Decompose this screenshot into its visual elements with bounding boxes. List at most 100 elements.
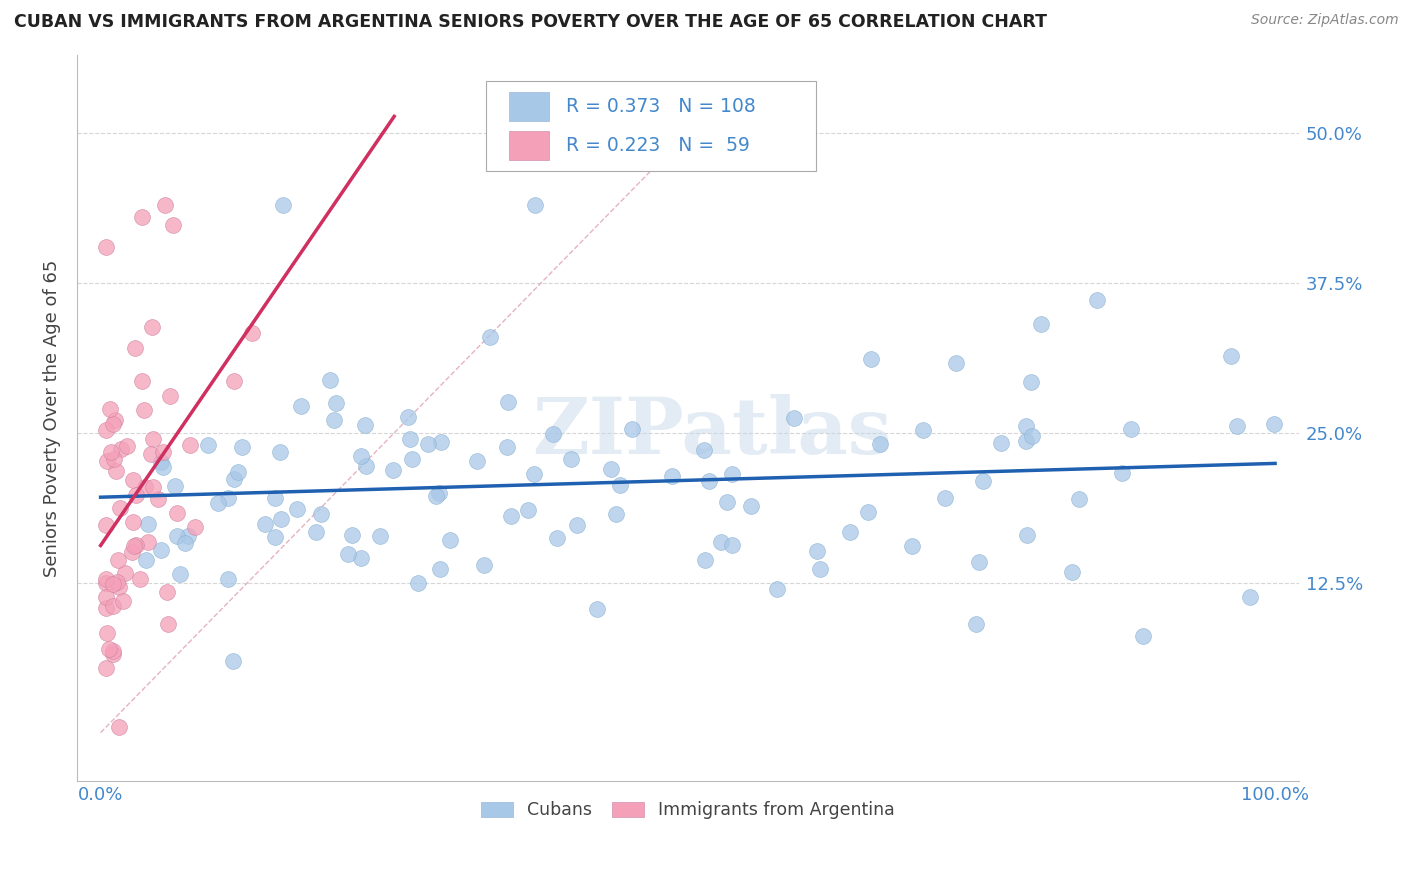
- Point: [499, 508, 522, 523]
- Point: [524, 198, 547, 212]
- Point: [368, 529, 391, 543]
- Point: [197, 438, 219, 452]
- Point: [810, 562, 832, 576]
- Point: [97, 641, 120, 656]
- Point: [135, 553, 157, 567]
- Point: [523, 467, 546, 481]
- Point: [323, 413, 346, 427]
- Point: [96, 517, 118, 532]
- Point: [1219, 349, 1241, 363]
- Point: [858, 505, 880, 519]
- Point: [139, 447, 162, 461]
- Point: [710, 535, 733, 549]
- Point: [427, 485, 450, 500]
- Point: [124, 341, 146, 355]
- Point: [472, 558, 495, 572]
- Point: [605, 508, 627, 522]
- Point: [439, 533, 461, 548]
- Point: [217, 491, 239, 506]
- Point: [156, 585, 179, 599]
- Point: [495, 440, 517, 454]
- Point: [105, 464, 128, 478]
- Point: [1015, 418, 1038, 433]
- Point: [309, 507, 332, 521]
- Point: [121, 545, 143, 559]
- Point: [382, 462, 405, 476]
- Point: [217, 572, 239, 586]
- Point: [103, 577, 125, 591]
- Point: [131, 210, 153, 224]
- Point: [254, 517, 277, 532]
- Point: [96, 423, 118, 437]
- Point: [945, 356, 967, 370]
- Point: [103, 452, 125, 467]
- Point: [129, 573, 152, 587]
- Point: [107, 720, 129, 734]
- Point: [264, 530, 287, 544]
- Point: [114, 566, 136, 581]
- Point: [1021, 429, 1043, 443]
- Point: [692, 443, 714, 458]
- Point: [1029, 318, 1052, 332]
- Point: [934, 491, 956, 505]
- Point: [153, 198, 176, 212]
- Point: [425, 489, 447, 503]
- Point: [122, 473, 145, 487]
- FancyBboxPatch shape: [486, 80, 815, 171]
- Point: [142, 480, 165, 494]
- Point: [107, 553, 129, 567]
- Point: [350, 450, 373, 464]
- Point: [179, 438, 201, 452]
- Point: [1015, 434, 1038, 448]
- Point: [166, 529, 188, 543]
- Point: [174, 536, 197, 550]
- Point: [609, 478, 631, 492]
- Point: [1226, 418, 1249, 433]
- Point: [1015, 528, 1038, 542]
- Point: [125, 538, 148, 552]
- Point: [1239, 590, 1261, 604]
- Point: [408, 576, 430, 591]
- Point: [721, 467, 744, 481]
- Point: [104, 413, 127, 427]
- Point: [399, 432, 422, 446]
- Point: [100, 444, 122, 458]
- Point: [169, 567, 191, 582]
- Point: [325, 396, 347, 410]
- Point: [96, 600, 118, 615]
- Point: [697, 474, 720, 488]
- Point: [131, 374, 153, 388]
- Point: [305, 525, 328, 540]
- Point: [1263, 417, 1285, 431]
- Point: [156, 616, 179, 631]
- Point: [285, 501, 308, 516]
- Point: [336, 547, 359, 561]
- Point: [96, 626, 118, 640]
- Point: [231, 440, 253, 454]
- Point: [342, 528, 364, 542]
- Point: [860, 352, 883, 367]
- Point: [107, 580, 129, 594]
- Point: [146, 492, 169, 507]
- Point: [541, 427, 564, 442]
- Point: [264, 491, 287, 505]
- Point: [1132, 629, 1154, 643]
- Point: [967, 555, 990, 569]
- Point: [226, 465, 249, 479]
- Point: [838, 525, 860, 540]
- Point: [965, 617, 987, 632]
- Point: [496, 395, 519, 409]
- Point: [546, 531, 568, 545]
- Text: ZIPatlas: ZIPatlas: [533, 394, 891, 470]
- Point: [740, 499, 762, 513]
- Point: [783, 411, 806, 425]
- FancyBboxPatch shape: [509, 92, 548, 121]
- Point: [96, 454, 118, 468]
- Point: [586, 602, 609, 616]
- Point: [430, 434, 453, 449]
- Point: [166, 506, 188, 520]
- Point: [152, 445, 174, 459]
- Point: [96, 572, 118, 586]
- Point: [96, 590, 118, 604]
- Point: [141, 319, 163, 334]
